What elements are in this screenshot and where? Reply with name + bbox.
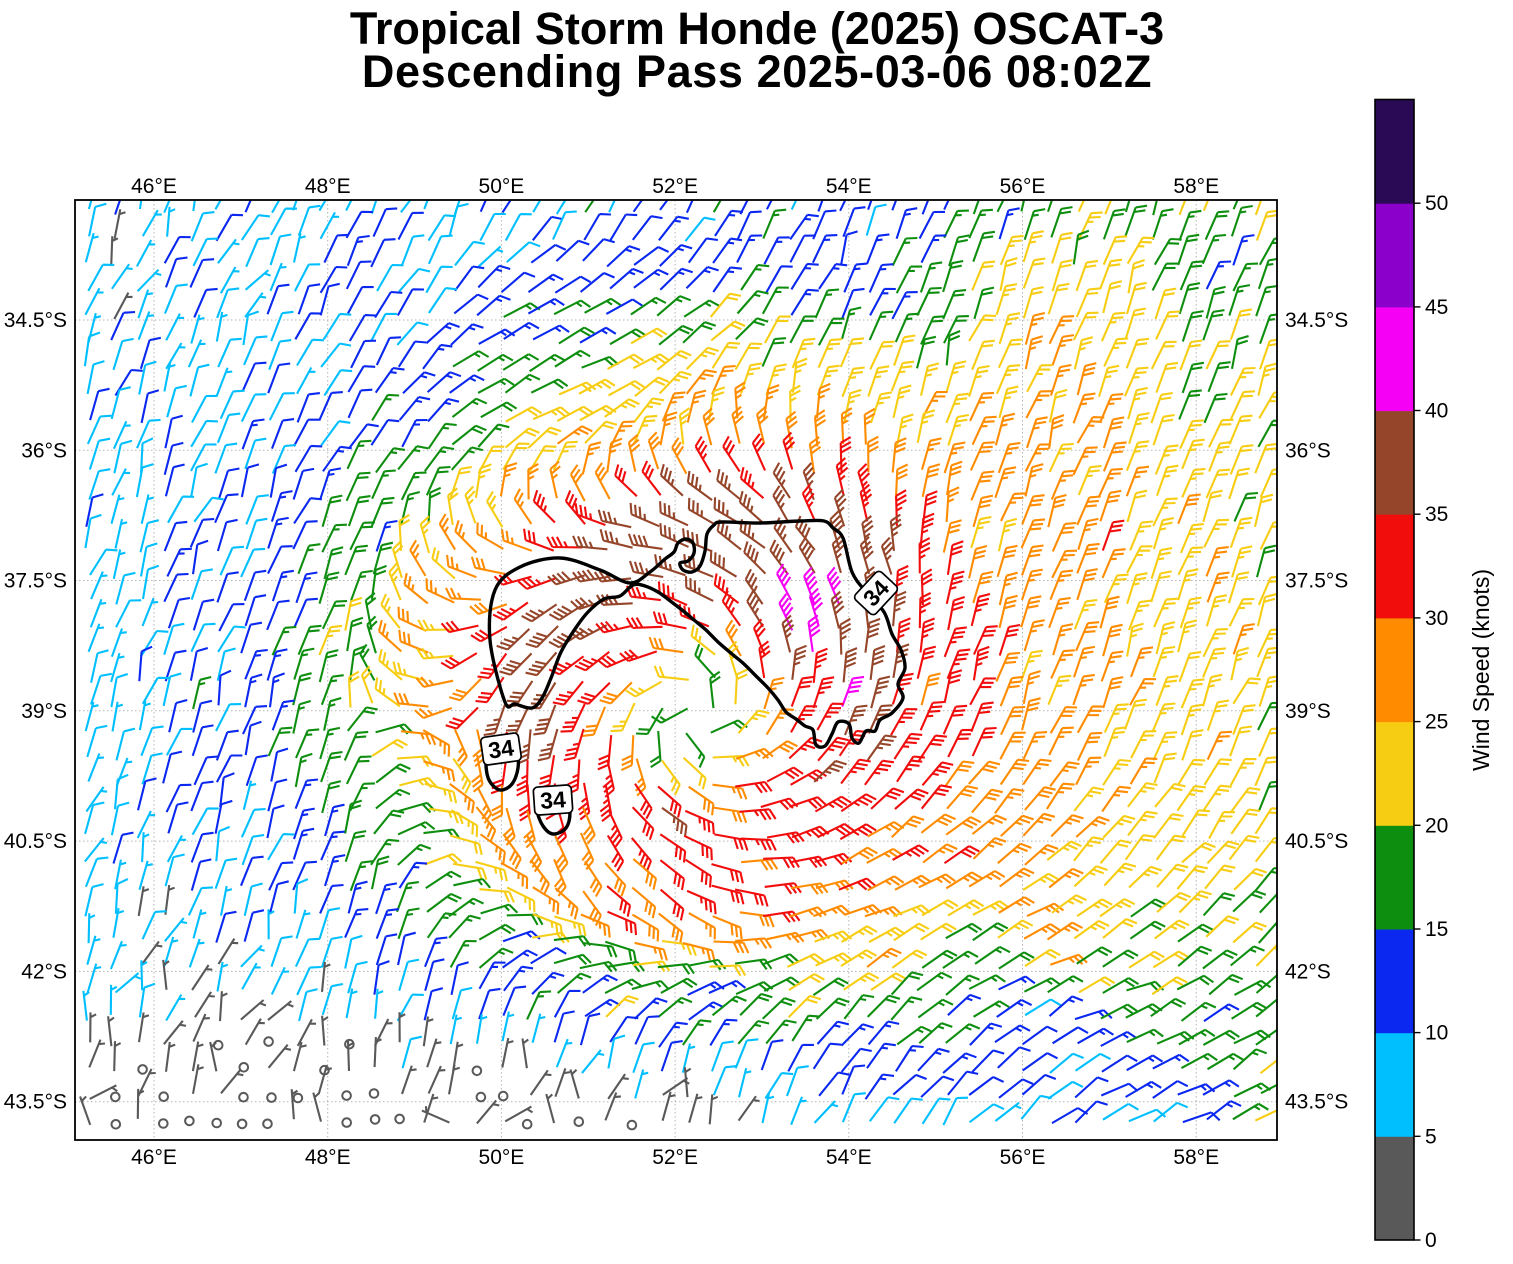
- svg-text:58°E: 58°E: [1173, 175, 1219, 198]
- svg-text:15: 15: [1425, 918, 1448, 941]
- svg-text:40: 40: [1425, 400, 1448, 423]
- svg-text:37.5°S: 37.5°S: [4, 570, 67, 593]
- svg-text:52°E: 52°E: [652, 1146, 698, 1169]
- svg-text:Descending Pass 2025-03-06 08:: Descending Pass 2025-03-06 08:02Z: [362, 46, 1152, 97]
- svg-text:Wind Speed (knots): Wind Speed (knots): [1468, 569, 1494, 771]
- svg-text:39°S: 39°S: [1285, 700, 1331, 723]
- svg-text:43.5°S: 43.5°S: [4, 1091, 67, 1114]
- svg-text:42°S: 42°S: [21, 960, 67, 983]
- svg-text:10: 10: [1425, 1022, 1448, 1045]
- svg-text:25: 25: [1425, 711, 1448, 734]
- svg-text:43.5°S: 43.5°S: [1285, 1091, 1348, 1114]
- svg-text:39°S: 39°S: [21, 700, 67, 723]
- svg-text:Tropical Storm Honde (2025) OS: Tropical Storm Honde (2025) OSCAT-3: [350, 3, 1164, 54]
- svg-text:0: 0: [1425, 1229, 1437, 1252]
- svg-text:34: 34: [487, 734, 516, 763]
- svg-text:34.5°S: 34.5°S: [1285, 309, 1348, 332]
- svg-text:54°E: 54°E: [826, 1146, 872, 1169]
- svg-text:34: 34: [539, 786, 567, 814]
- svg-text:50°E: 50°E: [479, 175, 525, 198]
- svg-text:37.5°S: 37.5°S: [1285, 570, 1348, 593]
- svg-text:36°S: 36°S: [21, 439, 67, 462]
- svg-text:40.5°S: 40.5°S: [1285, 830, 1348, 853]
- svg-text:50: 50: [1425, 192, 1448, 215]
- svg-text:50°E: 50°E: [479, 1146, 525, 1169]
- svg-text:46°E: 46°E: [131, 1146, 177, 1169]
- svg-text:54°E: 54°E: [826, 175, 872, 198]
- svg-text:45: 45: [1425, 296, 1448, 319]
- svg-text:56°E: 56°E: [1000, 175, 1046, 198]
- svg-text:48°E: 48°E: [305, 175, 351, 198]
- svg-text:35: 35: [1425, 503, 1448, 526]
- svg-text:36°S: 36°S: [1285, 439, 1331, 462]
- svg-text:40.5°S: 40.5°S: [4, 830, 67, 853]
- svg-text:46°E: 46°E: [131, 175, 177, 198]
- svg-text:52°E: 52°E: [652, 175, 698, 198]
- svg-text:5: 5: [1425, 1125, 1437, 1148]
- svg-text:30: 30: [1425, 607, 1448, 630]
- svg-text:56°E: 56°E: [1000, 1146, 1046, 1169]
- svg-text:20: 20: [1425, 814, 1448, 837]
- svg-text:58°E: 58°E: [1173, 1146, 1219, 1169]
- svg-text:48°E: 48°E: [305, 1146, 351, 1169]
- svg-text:34.5°S: 34.5°S: [4, 309, 67, 332]
- svg-text:42°S: 42°S: [1285, 960, 1331, 983]
